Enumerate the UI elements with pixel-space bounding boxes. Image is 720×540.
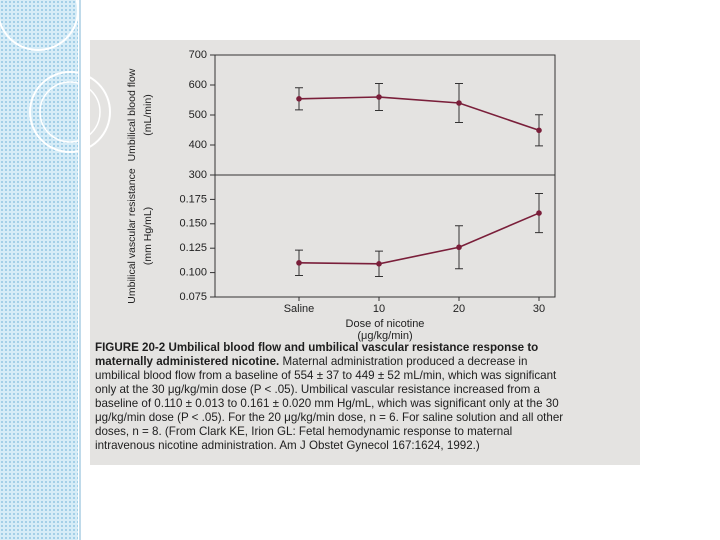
y-tick-label: 0.125 — [179, 242, 207, 254]
x-tick-label: 20 — [453, 303, 465, 315]
caption: FIGURE 20-2 Umbilical blood flow and umb… — [95, 341, 573, 453]
decor-circle — [0, 0, 79, 51]
y-tick-label: 700 — [189, 49, 207, 61]
decor-stripe — [0, 0, 78, 540]
plot-frame — [214, 54, 556, 176]
y-axis-label: Umbilical blood flow — [126, 68, 138, 161]
data-point — [376, 94, 382, 100]
y-tick-label: 400 — [189, 139, 207, 151]
plot-frame — [214, 174, 556, 298]
x-tick-label: Saline — [284, 303, 315, 315]
figure-panel — [90, 40, 640, 465]
y-tick-label: 300 — [189, 169, 207, 181]
y-axis-label: (mL/min) — [142, 94, 154, 135]
data-point — [376, 261, 382, 267]
data-line — [298, 212, 540, 265]
data-point — [296, 96, 302, 102]
x-axis-label: Dose of nicotine — [346, 318, 425, 330]
data-point — [536, 127, 542, 134]
x-axis-label: (μg/kg/min) — [357, 330, 412, 342]
y-tick-label: 0.075 — [179, 291, 207, 303]
decor-circle — [39, 81, 101, 143]
y-tick-label: 0.100 — [179, 267, 207, 279]
y-tick-label: 500 — [189, 109, 207, 121]
x-tick-label: 10 — [373, 303, 385, 315]
data-point — [456, 100, 462, 106]
data-point — [536, 210, 542, 216]
y-tick-label: 600 — [189, 79, 207, 91]
y-axis-label: Umbilical vascular resistance — [126, 168, 138, 304]
data-line — [298, 96, 540, 132]
x-tick-label: 30 — [533, 303, 545, 315]
y-tick-label: 0.150 — [179, 218, 207, 230]
data-point — [456, 244, 462, 251]
decor-circle — [29, 71, 111, 153]
caption-body: Maternal administration produced a decre… — [95, 355, 564, 452]
caption-heading: FIGURE 20-2 Umbilical blood flow and umb… — [95, 341, 539, 368]
y-tick-label: 0.175 — [179, 193, 207, 205]
y-axis-label: (mm Hg/mL) — [142, 207, 154, 265]
data-point — [296, 260, 302, 266]
